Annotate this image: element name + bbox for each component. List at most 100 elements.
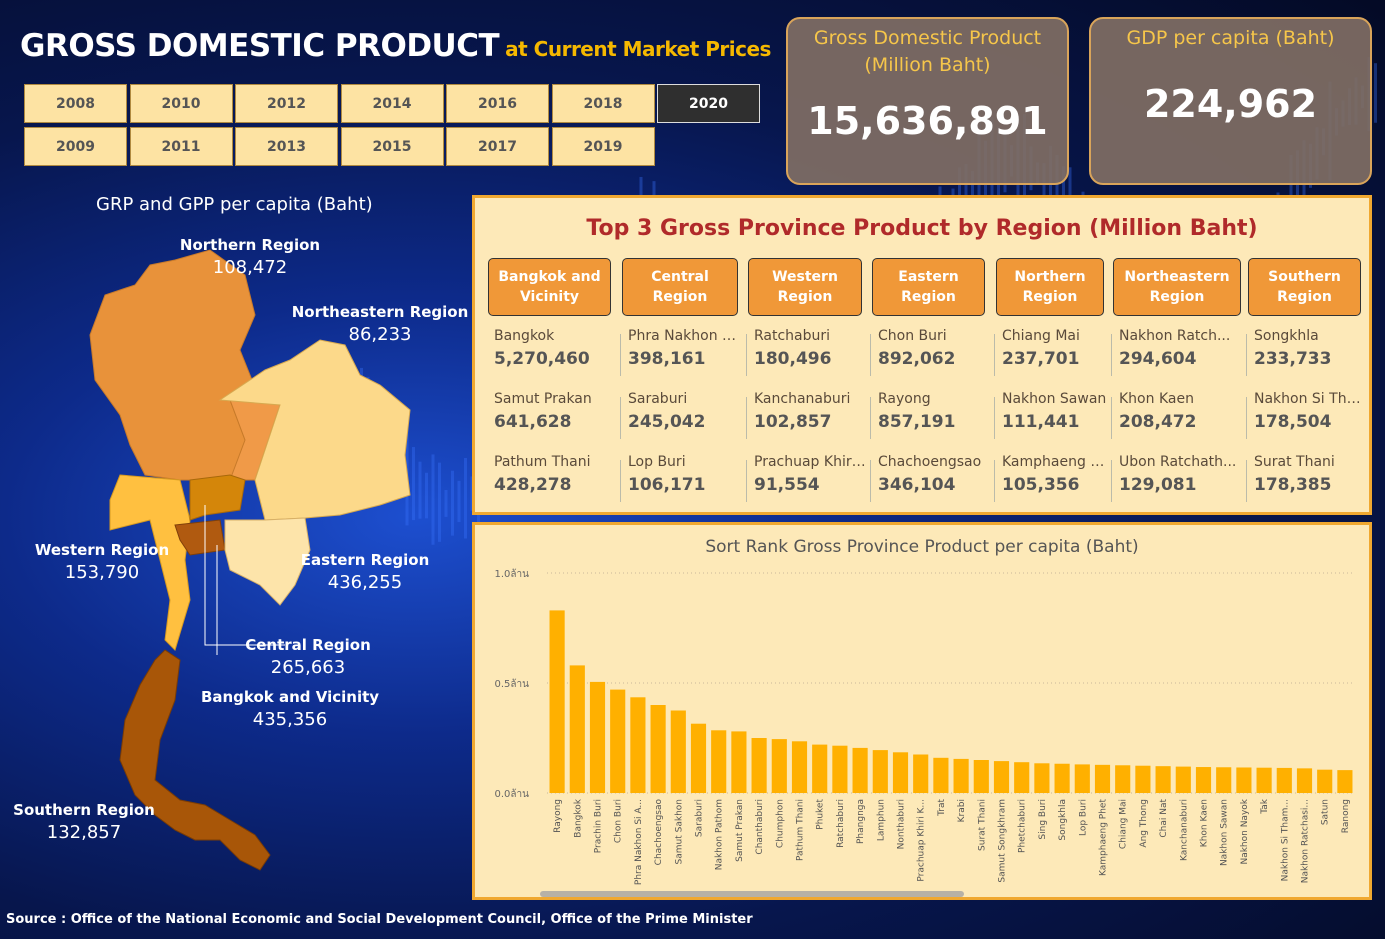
bar-lop-buri[interactable] <box>1074 764 1090 793</box>
bar-bangkok[interactable] <box>569 665 585 793</box>
year-button-2012[interactable]: 2012 <box>235 84 338 123</box>
year-button-2018[interactable]: 2018 <box>551 84 655 123</box>
year-button-2008[interactable]: 2008 <box>24 84 127 123</box>
bar-chanthaburi[interactable] <box>751 738 767 793</box>
bar-kanchanaburi[interactable] <box>1175 766 1191 793</box>
bar-ratchaburi[interactable] <box>832 745 848 793</box>
x-tick-label: Satun <box>1321 799 1331 825</box>
x-tick-label: Surat Thani <box>977 799 987 851</box>
x-tick-label: Bangkok <box>573 798 583 838</box>
region-button-southern-region[interactable]: Southern Region <box>1248 258 1361 316</box>
gdp-label: Gross Domestic Product (Million Baht) <box>788 25 1067 79</box>
province-name: Songkhla <box>1254 328 1319 344</box>
year-button-2019[interactable]: 2019 <box>551 127 655 166</box>
province-card: Kanchanaburi 102,857 <box>746 391 868 439</box>
bar-pathum-thani[interactable] <box>791 741 808 793</box>
bar-ang-thong[interactable] <box>1135 765 1151 793</box>
divider <box>1111 460 1112 502</box>
region-button-line1: Bangkok and <box>498 269 601 285</box>
map-region-northeastern[interactable] <box>218 339 411 521</box>
region-button-line1: Western <box>772 269 838 285</box>
x-tick-label: Nakhon Si Tham... <box>1280 799 1290 881</box>
province-card: Ubon Ratchath... 129,081 <box>1111 454 1247 502</box>
x-tick-label: Nonthaburi <box>897 799 907 849</box>
region-value: 265,663 <box>270 657 346 678</box>
bar-prachin-buri[interactable] <box>589 681 606 793</box>
year-button-2013[interactable]: 2013 <box>235 127 338 166</box>
bar-phra-nakhon-si-a-[interactable] <box>630 697 646 793</box>
divider <box>870 397 871 439</box>
bar-satun[interactable] <box>1317 769 1333 793</box>
map-region-southern[interactable] <box>119 649 271 871</box>
region-button-central-region[interactable]: Central Region <box>622 258 738 316</box>
bar-saraburi[interactable] <box>690 723 707 793</box>
bar-kamphaeng-phet[interactable] <box>1094 764 1111 793</box>
bar-chiang-mai[interactable] <box>1115 765 1131 793</box>
bar-prachuap-khiri-k-[interactable] <box>913 754 929 794</box>
bar-nakhon-nayok[interactable] <box>1236 767 1252 793</box>
region-button-line1: Southern <box>1268 269 1341 285</box>
bar-sing-buri[interactable] <box>1034 763 1050 793</box>
bar-samut-songkhram[interactable] <box>993 761 1010 793</box>
map-region-northern[interactable] <box>89 249 256 481</box>
year-button-2010[interactable]: 2010 <box>129 84 233 123</box>
province-name: Chachoengsao <box>878 454 982 470</box>
bar-nakhon-sawan[interactable] <box>1216 767 1232 793</box>
region-button-bangkok-and-vicinity[interactable]: Bangkok and Vicinity <box>488 258 611 316</box>
y-tick-label: 1.0ล้าน <box>495 568 530 580</box>
bar-chachoengsao[interactable] <box>650 705 666 793</box>
bar-khon-kaen[interactable] <box>1195 767 1212 793</box>
bar-nakhon-si-tham-[interactable] <box>1276 767 1292 793</box>
bar-nakhon-pathom[interactable] <box>711 730 727 793</box>
year-button-2009[interactable]: 2009 <box>24 127 127 166</box>
bar-phangnga[interactable] <box>852 747 868 793</box>
province-card: Nakhon Si Tham... 178,504 <box>1246 391 1367 439</box>
bar-surat-thani[interactable] <box>973 760 989 793</box>
bar-lamphun[interactable] <box>872 750 888 793</box>
bar-songkhla[interactable] <box>1054 763 1070 793</box>
map-region-eastern[interactable] <box>224 517 311 606</box>
divider <box>994 397 995 439</box>
year-button-2015[interactable]: 2015 <box>340 127 444 166</box>
bar-chon-buri[interactable] <box>610 689 626 793</box>
bar-samut-sakhon[interactable] <box>670 710 686 794</box>
region-button-northeastern-region[interactable]: Northeastern Region <box>1113 258 1241 316</box>
year-button-2017[interactable]: 2017 <box>446 127 549 166</box>
bar-nakhon-ratchasi-[interactable] <box>1296 768 1313 793</box>
bar-samut-prakan[interactable] <box>731 731 747 793</box>
year-button-2020[interactable]: 2020 <box>657 84 760 123</box>
region-name: Northern Region <box>179 236 321 254</box>
map-region-bangkok[interactable] <box>174 519 226 556</box>
province-name: Saraburi <box>628 391 688 407</box>
horizontal-scrollbar[interactable] <box>540 891 964 897</box>
bar-nonthaburi[interactable] <box>892 752 909 793</box>
bar-chai-nat[interactable] <box>1155 766 1171 793</box>
map-region-central[interactable] <box>189 474 246 521</box>
province-name: Chiang Mai <box>1002 328 1080 344</box>
region-button-line2: Region <box>1149 289 1205 305</box>
bar-rayong[interactable] <box>549 610 565 793</box>
top3-panel: Top 3 Gross Province Product by Region (… <box>472 195 1372 515</box>
page-title: GROSS DOMESTIC PRODUCT at Current Market … <box>20 28 771 64</box>
y-tick-label: 0.5ล้าน <box>495 678 530 690</box>
region-value: 108,472 <box>212 257 288 278</box>
bar-phetchaburi[interactable] <box>1014 762 1030 793</box>
bar-tak[interactable] <box>1256 767 1272 793</box>
bar-phuket[interactable] <box>812 744 828 793</box>
x-tick-label: Ranong <box>1341 799 1351 833</box>
region-button-eastern-region[interactable]: Eastern Region <box>872 258 985 316</box>
region-button-western-region[interactable]: Western Region <box>748 258 862 316</box>
divider <box>870 334 871 376</box>
bar-chumphon[interactable] <box>771 739 787 793</box>
year-button-2011[interactable]: 2011 <box>129 127 233 166</box>
bar-ranong[interactable] <box>1337 770 1353 793</box>
region-button-northern-region[interactable]: Northern Region <box>996 258 1104 316</box>
x-tick-label: Sing Buri <box>1038 799 1048 840</box>
bar-krabi[interactable] <box>953 758 969 793</box>
year-button-2016[interactable]: 2016 <box>446 84 549 123</box>
region-value: 132,857 <box>46 822 122 843</box>
year-button-2014[interactable]: 2014 <box>340 84 444 123</box>
province-name: Nakhon Si Tham... <box>1254 391 1367 407</box>
bar-trat[interactable] <box>933 757 949 793</box>
province-card: Prachuap Khiri ... 91,554 <box>746 454 868 502</box>
